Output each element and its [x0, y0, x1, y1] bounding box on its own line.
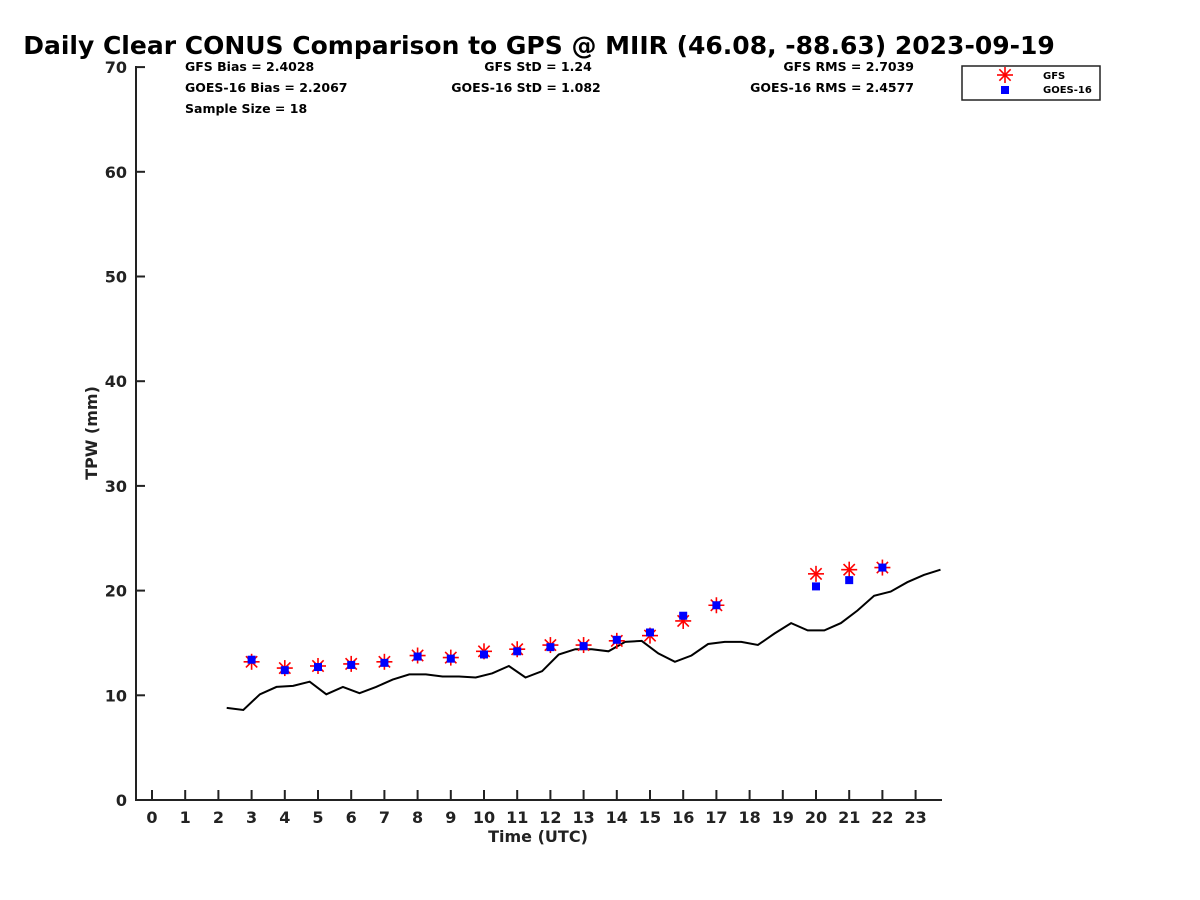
legend: GFS GOES-16 — [961, 65, 1101, 101]
legend-goes-label: GOES-16 — [1043, 85, 1092, 96]
legend-box — [961, 65, 1101, 101]
goes-point — [513, 647, 522, 656]
x-tick-label: 6 — [346, 808, 357, 827]
goes-std-stat: GOES-16 StD = 1.082 — [451, 80, 600, 95]
gfs-rms-stat: GFS RMS = 2.7039 — [783, 59, 914, 74]
sample-size-stat: Sample Size = 18 — [185, 101, 307, 116]
legend-gfs-marker — [997, 67, 1013, 83]
goes-point — [480, 650, 488, 659]
x-tick-label: 19 — [772, 808, 794, 827]
y-tick-label: 30 — [105, 477, 127, 496]
x-tick-label: 20 — [805, 808, 827, 827]
goes-point — [845, 576, 854, 585]
x-tick-label: 22 — [871, 808, 893, 827]
y-tick-label: 60 — [105, 163, 127, 182]
x-tick-label: 14 — [606, 808, 628, 827]
chart-title: Daily Clear CONUS Comparison to GPS @ MI… — [23, 31, 1055, 60]
x-tick-label: 0 — [146, 808, 157, 827]
gfs-std-stat: GFS StD = 1.24 — [484, 59, 592, 74]
goes-point — [413, 652, 422, 661]
goes-point — [712, 601, 721, 610]
x-tick-label: 3 — [246, 808, 257, 827]
x-tick-label: 17 — [705, 808, 727, 827]
y-tick-label: 50 — [105, 268, 127, 287]
goes-series — [247, 563, 887, 675]
x-tick-label: 18 — [738, 808, 760, 827]
goes-point — [247, 655, 256, 664]
goes-point — [878, 563, 887, 572]
x-tick-label: 9 — [445, 808, 456, 827]
x-tick-label: 5 — [312, 808, 323, 827]
goes-point — [314, 663, 322, 672]
x-tick-label: 10 — [473, 808, 495, 827]
y-tick-label: 10 — [105, 686, 127, 705]
y-ticks: 0 10 20 30 40 50 60 70 — [105, 58, 145, 810]
goes-point — [612, 635, 621, 644]
legend-gfs-label: GFS — [1043, 71, 1065, 82]
x-tick-label: 21 — [838, 808, 860, 827]
gfs-point — [841, 561, 858, 578]
goes-point — [812, 582, 820, 591]
x-tick-label: 13 — [572, 808, 594, 827]
y-tick-label: 70 — [105, 58, 127, 77]
y-tick-label: 0 — [116, 791, 127, 810]
gfs-series — [243, 559, 891, 677]
goes-point — [280, 666, 289, 675]
y-axis-label: TPW (mm) — [82, 386, 101, 480]
goes-rms-stat: GOES-16 RMS = 2.4577 — [750, 80, 914, 95]
x-tick-label: 8 — [412, 808, 423, 827]
x-tick-label: 4 — [279, 808, 290, 827]
goes-point — [646, 628, 654, 637]
x-axis-label: Time (UTC) — [488, 827, 588, 846]
goes-point — [446, 654, 455, 663]
x-tick-label: 7 — [379, 808, 390, 827]
goes-point — [380, 658, 389, 667]
legend-gfs-asterisk — [997, 67, 1013, 83]
gfs-bias-stat: GFS Bias = 2.4028 — [185, 59, 314, 74]
goes-point — [579, 642, 588, 651]
goes-bias-stat: GOES-16 Bias = 2.2067 — [185, 80, 347, 95]
x-ticks: 0 1 2 3 4 5 6 7 8 9 10 11 12 13 14 15 16 17 18 19 20 21 22 23 — [146, 790, 927, 827]
x-tick-label: 1 — [180, 808, 191, 827]
y-tick-label: 20 — [105, 582, 127, 601]
goes-point — [347, 660, 356, 669]
x-tick-label: 2 — [213, 808, 224, 827]
x-tick-label: 12 — [539, 808, 561, 827]
x-tick-label: 15 — [639, 808, 661, 827]
x-tick-label: 16 — [672, 808, 694, 827]
x-tick-label: 11 — [506, 808, 528, 827]
x-tick-label: 23 — [904, 808, 926, 827]
goes-point — [679, 611, 688, 620]
gfs-point — [808, 565, 824, 582]
goes-point — [546, 643, 555, 652]
legend-goes-marker — [1001, 86, 1009, 94]
y-tick-label: 40 — [105, 372, 127, 391]
